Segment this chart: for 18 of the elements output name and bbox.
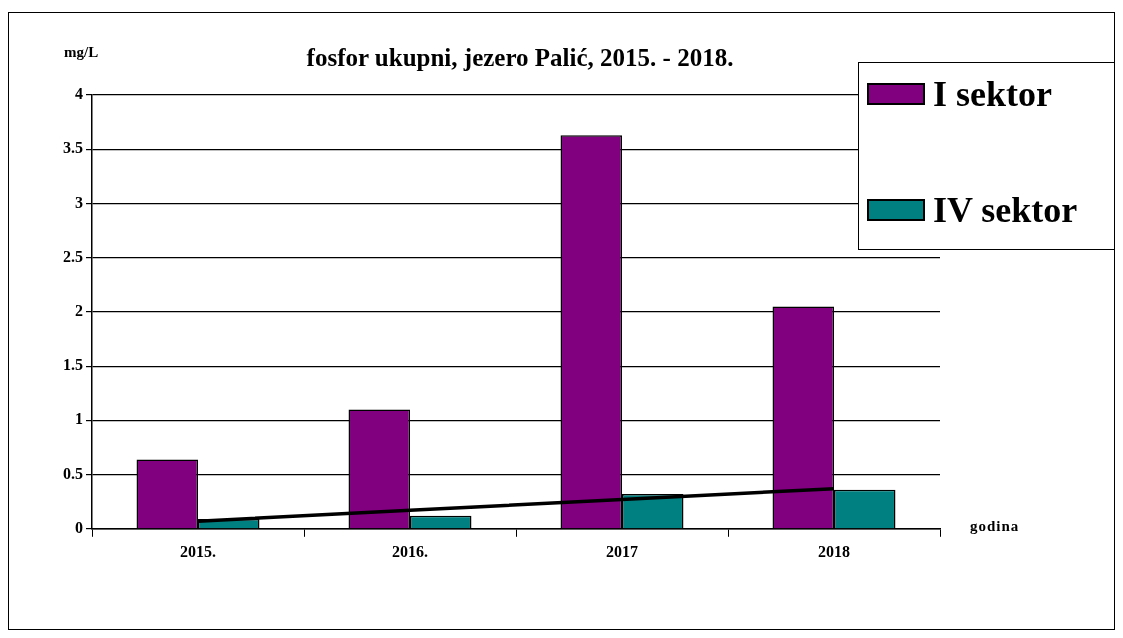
legend-label: IV sektor xyxy=(933,189,1078,231)
x-tick-label: 2015. xyxy=(180,542,216,560)
y-tick-label: 0 xyxy=(75,518,83,536)
x-tick-label: 2018 xyxy=(818,542,850,560)
y-tick-label: 2.5 xyxy=(63,247,83,265)
y-tick-label: 1.5 xyxy=(63,356,83,374)
y-tick-label: 3 xyxy=(75,193,83,211)
x-tick-label: 2016. xyxy=(392,542,428,560)
y-axis-title: mg/L xyxy=(64,44,99,61)
x-axis-title: godina xyxy=(970,518,1020,535)
legend-label: I sektor xyxy=(933,73,1052,115)
chart-title: fosfor ukupni, jezero Palić, 2015. - 2018. xyxy=(306,44,734,71)
y-tick-label: 0.5 xyxy=(63,464,83,482)
y-tick-label: 1 xyxy=(75,410,83,428)
y-tick-label: 2 xyxy=(75,302,83,320)
x-tick-label: 2017 xyxy=(606,542,638,560)
y-tick-label: 3.5 xyxy=(63,139,83,157)
y-tick-label: 4 xyxy=(75,85,83,103)
